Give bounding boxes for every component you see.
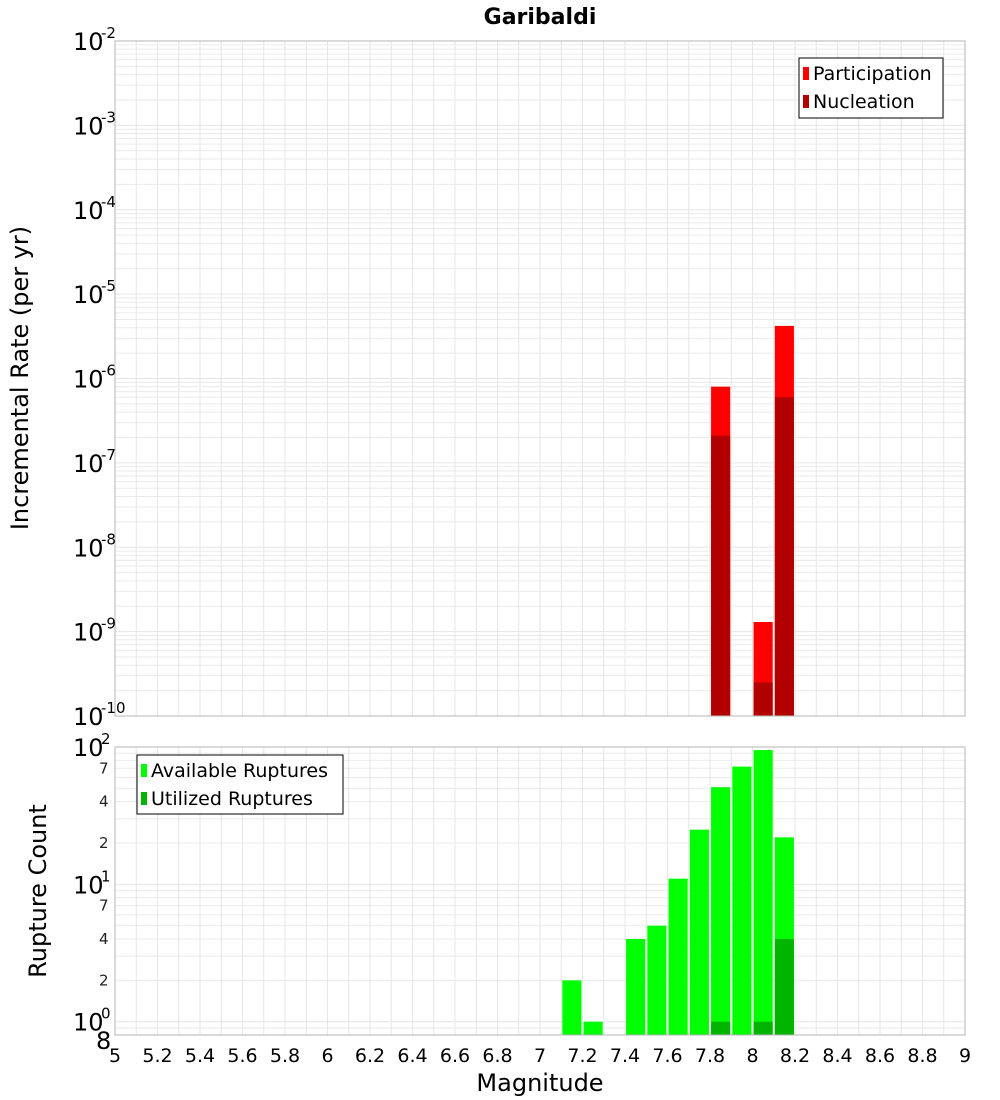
rate-y-tick-label: 10	[73, 534, 104, 562]
count-y-axis-label: Rupture Count	[24, 804, 52, 978]
count-bar-available-ruptures	[711, 787, 731, 1035]
count-bar-available-ruptures	[626, 939, 646, 1035]
rate-y-tick-exponent: -2	[101, 24, 116, 42]
count-bars	[562, 750, 794, 1035]
x-tick-label: 5.2	[142, 1045, 172, 1067]
rate-y-tick-label: 10	[73, 28, 104, 56]
rate-bar-nucleation	[753, 682, 773, 716]
count-y-minor-tick-label: 2	[99, 971, 109, 989]
x-tick-label: 8	[746, 1045, 758, 1067]
rate-y-tick-label: 10	[73, 703, 104, 731]
count-bar-utilized-ruptures	[753, 1021, 773, 1035]
legend-swatch-available-ruptures	[141, 764, 147, 777]
count-y-tick-label: 10	[73, 734, 104, 762]
x-tick-label: 8.8	[907, 1045, 937, 1067]
rate-y-tick-exponent: -9	[101, 615, 116, 633]
rate-bars	[711, 325, 794, 716]
count-y-minor-tick-label: 8	[96, 1027, 111, 1055]
rate-y-tick-exponent: -3	[101, 108, 116, 126]
count-bar-available-ruptures	[732, 766, 752, 1035]
count-y-tick-label: 10	[73, 871, 104, 899]
rate-y-tick-label: 10	[73, 197, 104, 225]
count-y-minor-tick-label: 4	[99, 793, 109, 811]
x-tick-label: 6	[321, 1045, 333, 1067]
count-plot-frame	[114, 746, 966, 1036]
legend-label-utilized-ruptures: Utilized Ruptures	[151, 788, 313, 810]
rate-y-tick-label: 10	[73, 366, 104, 394]
legend-swatch-nucleation	[803, 95, 809, 108]
rate-y-tick-label: 10	[73, 450, 104, 478]
rate-y-axis-label: Incremental Rate (per yr)	[6, 226, 34, 530]
rate-plot-frame	[114, 40, 966, 717]
rate-y-tick-label: 10	[73, 112, 104, 140]
x-axis-label: Magnitude	[476, 1069, 603, 1097]
count-y-tick-exponent: 2	[101, 730, 111, 748]
x-tick-label: 8.2	[780, 1045, 810, 1067]
rate-y-tick-exponent: -7	[101, 446, 116, 464]
x-tick-label: 6.2	[355, 1045, 385, 1067]
x-tick-label: 8.6	[865, 1045, 895, 1067]
rate-legend: Participation Nucleation	[798, 57, 944, 119]
legend-label-available-ruptures: Available Ruptures	[151, 760, 328, 782]
rate-gridlines	[114, 40, 966, 717]
count-y-minor-tick-label: 7	[99, 759, 109, 777]
count-bar-available-ruptures	[753, 750, 773, 1035]
x-tick-label: 5.6	[227, 1045, 257, 1067]
x-tick-label: 6.6	[440, 1045, 470, 1067]
count-bar-available-ruptures	[668, 878, 688, 1035]
x-tick-label: 5	[109, 1045, 121, 1067]
rate-y-tick-label: 10	[73, 619, 104, 647]
x-tick-label: 7.2	[567, 1045, 597, 1067]
rate-y-tick-exponent: -10	[101, 699, 126, 717]
count-bar-available-ruptures	[583, 1021, 603, 1035]
x-tick-label: 5.8	[270, 1045, 300, 1067]
x-tick-label: 6.4	[397, 1045, 427, 1067]
legend-label-nucleation: Nucleation	[813, 91, 915, 113]
x-tick-label: 9	[959, 1045, 971, 1067]
x-tick-labels: 5 5.2 5.4 5.6 5.8 6 6.2 6.4 6.6 6.8 7 7.2 7.4 7.6 7.8 8…	[109, 1045, 971, 1067]
count-y-minor-tick-label: 2	[99, 834, 109, 852]
x-tick-label: 7.6	[652, 1045, 682, 1067]
x-tick-label: 7	[534, 1045, 546, 1067]
legend-swatch-participation	[803, 67, 809, 80]
count-bar-available-ruptures	[647, 925, 667, 1035]
chart-title: Garibaldi	[484, 5, 597, 30]
rate-y-tick-exponent: -6	[101, 362, 116, 380]
rate-legend-box	[798, 57, 944, 119]
x-tick-label: 6.8	[482, 1045, 512, 1067]
x-tick-label: 8.4	[822, 1045, 852, 1067]
count-bar-utilized-ruptures	[774, 939, 794, 1035]
rate-y-tick-exponent: -4	[101, 193, 116, 211]
x-tick-label: 7.8	[695, 1045, 725, 1067]
rate-bar-nucleation	[774, 397, 794, 716]
count-bar-available-ruptures	[562, 980, 582, 1035]
count-bar-utilized-ruptures	[711, 1021, 731, 1035]
legend-swatch-utilized-ruptures	[141, 792, 147, 805]
rate-y-tick-exponent: -5	[101, 277, 116, 295]
count-bar-available-ruptures	[689, 829, 709, 1035]
x-tick-label: 5.4	[185, 1045, 215, 1067]
count-legend: Available Ruptures Utilized Ruptures	[136, 754, 344, 815]
rate-bar-nucleation	[711, 435, 731, 716]
count-legend-box	[136, 754, 344, 815]
count-y-tick-exponent: 1	[101, 867, 111, 885]
count-y-tick-label: 10	[73, 1009, 104, 1037]
rate-y-tick-exponent: -8	[101, 530, 116, 548]
count-y-minor-tick-label: 7	[99, 897, 109, 915]
count-y-tick-exponent: 0	[101, 1005, 111, 1023]
x-tick-label: 7.4	[610, 1045, 640, 1067]
rate-y-tick-label: 10	[73, 281, 104, 309]
count-y-minor-tick-label: 4	[99, 930, 109, 948]
legend-label-participation: Participation	[813, 63, 932, 85]
